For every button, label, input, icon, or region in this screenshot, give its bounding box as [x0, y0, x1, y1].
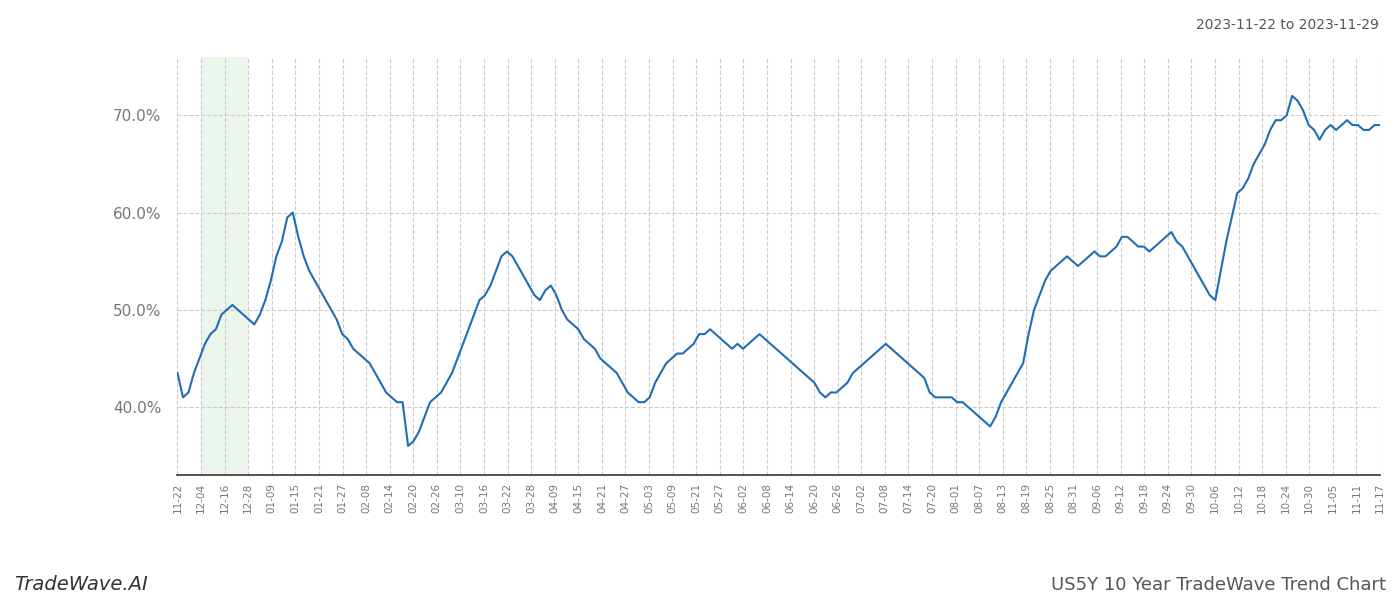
Text: TradeWave.AI: TradeWave.AI: [14, 575, 148, 594]
Bar: [202, 57, 248, 475]
Text: US5Y 10 Year TradeWave Trend Chart: US5Y 10 Year TradeWave Trend Chart: [1051, 576, 1386, 594]
Text: 2023-11-22 to 2023-11-29: 2023-11-22 to 2023-11-29: [1196, 18, 1379, 32]
